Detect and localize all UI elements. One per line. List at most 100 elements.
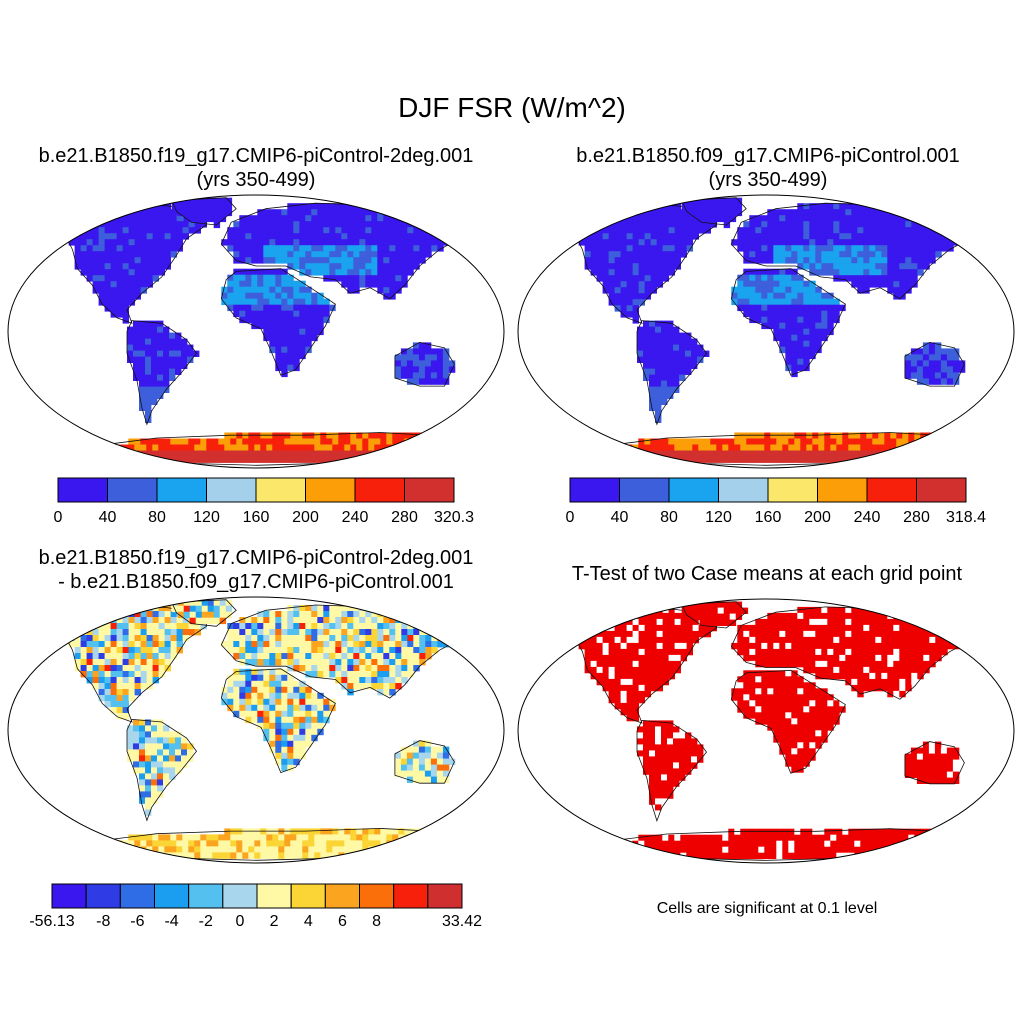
panel-title-difference: b.e21.B1850.f19_g17.CMIP6-piControl-2deg… — [0, 546, 512, 594]
colorbar-swatch — [359, 883, 395, 909]
map-border-difference — [7, 596, 505, 864]
coastline-south-america-case2 — [636, 320, 708, 426]
colorbar-swatch — [85, 883, 121, 909]
colorbar-swatch — [290, 883, 326, 909]
colorbar-difference: -56.13 -8 -6 -4 -2 0 2 4 6 8 33.42 — [29, 883, 482, 930]
land-africa-ttest — [730, 669, 846, 774]
land-antarctica-case1 — [91, 432, 431, 466]
land-north-america-difference — [62, 604, 207, 723]
colorbar-swatch — [767, 477, 818, 503]
colorbar-swatch — [916, 477, 967, 503]
panel-title-case2: b.e21.B1850.f09_g17.CMIP6-piControl.001 … — [512, 144, 1024, 192]
colorbar-tick-label: 280 — [391, 509, 418, 526]
colorbar-case2: 0 40 80 120 160 200 240 280 318.4 — [566, 477, 986, 526]
colorbar-tick-label: 0 — [566, 509, 575, 526]
map-border-case1 — [7, 194, 505, 469]
colorbar-swatch — [817, 477, 868, 503]
significance-note: Cells are significant at 0.1 level — [656, 900, 878, 917]
coastline-australia-case2 — [904, 341, 965, 387]
map-border-ttest — [517, 598, 1015, 864]
colorbar-tick-label: 240 — [342, 509, 369, 526]
colorbar-tick-label: 6 — [338, 913, 347, 930]
land-africa-case2 — [730, 268, 846, 378]
colorbar-tick-label: 160 — [755, 509, 782, 526]
land-eurasia-ttest — [730, 606, 990, 700]
colorbar-tick-label: 318.4 — [946, 509, 986, 526]
land-north-america-ttest — [572, 606, 717, 724]
colorbar-tick-label: 4 — [304, 913, 313, 930]
land-antarctica-ttest — [601, 828, 941, 861]
colorbar-tick-label: 2 — [270, 913, 279, 930]
map-difference — [7, 596, 505, 864]
colorbar-tick-label: 33.42 — [442, 913, 482, 930]
coastline-south-america-difference — [126, 718, 198, 822]
land-australia-difference — [394, 740, 456, 784]
coastline-eurasia-ttest — [730, 606, 990, 700]
map-border-case2 — [517, 194, 1015, 469]
colorbar-tick-label: -56.13 — [29, 913, 74, 930]
colorbar-tick-label: 160 — [243, 509, 270, 526]
panel-title-ttest: T-Test of two Case means at each grid po… — [512, 562, 1022, 586]
colorbar-tick-label: 120 — [705, 509, 732, 526]
land-south-america-ttest — [636, 719, 708, 823]
coastline-eurasia-difference — [220, 604, 480, 699]
land-antarctica-difference — [91, 827, 431, 861]
colorbar-swatch — [427, 883, 463, 909]
land-africa-case1 — [220, 268, 336, 378]
colorbar-swatch — [619, 477, 670, 503]
colorbar-swatch — [255, 477, 306, 503]
panel-title-ttest-line1: T-Test of two Case means at each grid po… — [571, 563, 963, 585]
land-australia-case1 — [394, 341, 456, 387]
colorbar-tick-label: 80 — [660, 509, 678, 526]
colorbar-tick-label: -4 — [164, 913, 178, 930]
colorbar-swatch — [404, 477, 455, 503]
coastline-greenland-case1 — [171, 197, 237, 226]
colorbar-swatch — [188, 883, 224, 909]
coastline-eurasia-case1 — [220, 202, 480, 300]
colorbar-swatch — [718, 477, 769, 503]
panel-title-case1-line2: (yrs 350-499) — [196, 169, 316, 191]
coastline-africa-case1 — [220, 268, 336, 376]
figure-title: DJF FSR (W/m^2) — [398, 92, 626, 123]
colorbar-swatch — [305, 477, 356, 503]
colorbar-tick-label: -6 — [130, 913, 144, 930]
land-australia-ttest — [904, 741, 966, 785]
coastline-south-america-ttest — [636, 719, 708, 823]
land-eurasia-case2 — [730, 202, 990, 300]
coastline-greenland-case2 — [681, 197, 747, 226]
land-africa-difference — [220, 668, 336, 774]
land-antarctica-case2 — [601, 432, 941, 466]
colorbar-tick-label: 0 — [235, 913, 244, 930]
colorbar-swatch — [668, 477, 719, 503]
land-south-america-difference — [126, 718, 198, 822]
colorbar-tick-label: 120 — [193, 509, 220, 526]
panel-title-case1-line1: b.e21.B1850.f19_g17.CMIP6-piControl-2deg… — [38, 145, 474, 167]
panel-title-case1: b.e21.B1850.f19_g17.CMIP6-piControl-2deg… — [0, 144, 512, 192]
colorbar-swatch — [154, 883, 190, 909]
coastline-africa-ttest — [730, 669, 846, 774]
colorbar-swatch — [222, 883, 258, 909]
colorbar-swatch — [57, 477, 108, 503]
colorbar-tick-label: 280 — [903, 509, 930, 526]
coastline-africa-difference — [220, 668, 336, 774]
land-greenland-ttest — [681, 601, 749, 629]
map-ttest — [517, 598, 1015, 864]
panel-title-case2-line1: b.e21.B1850.f09_g17.CMIP6-piControl.001 — [576, 145, 960, 167]
map-case1 — [7, 194, 505, 469]
colorbar-case1: 0 40 80 120 160 200 240 280 320.3 — [54, 477, 474, 526]
colorbar-swatch — [354, 477, 405, 503]
land-south-america-case1 — [126, 320, 200, 426]
colorbar-tick-label: 200 — [292, 509, 319, 526]
colorbar-swatch — [206, 477, 257, 503]
coastline-australia-case1 — [394, 341, 455, 387]
colorbar-tick-label: -2 — [199, 913, 213, 930]
colorbar-swatch — [119, 883, 155, 909]
colorbar-tick-label: 320.3 — [434, 509, 474, 526]
colorbar-swatch — [51, 883, 87, 909]
land-south-america-case2 — [636, 320, 710, 426]
coastline-greenland-difference — [171, 599, 237, 627]
colorbar-swatch — [156, 477, 207, 503]
map-case2 — [517, 194, 1015, 469]
colorbar-swatch — [107, 477, 158, 503]
